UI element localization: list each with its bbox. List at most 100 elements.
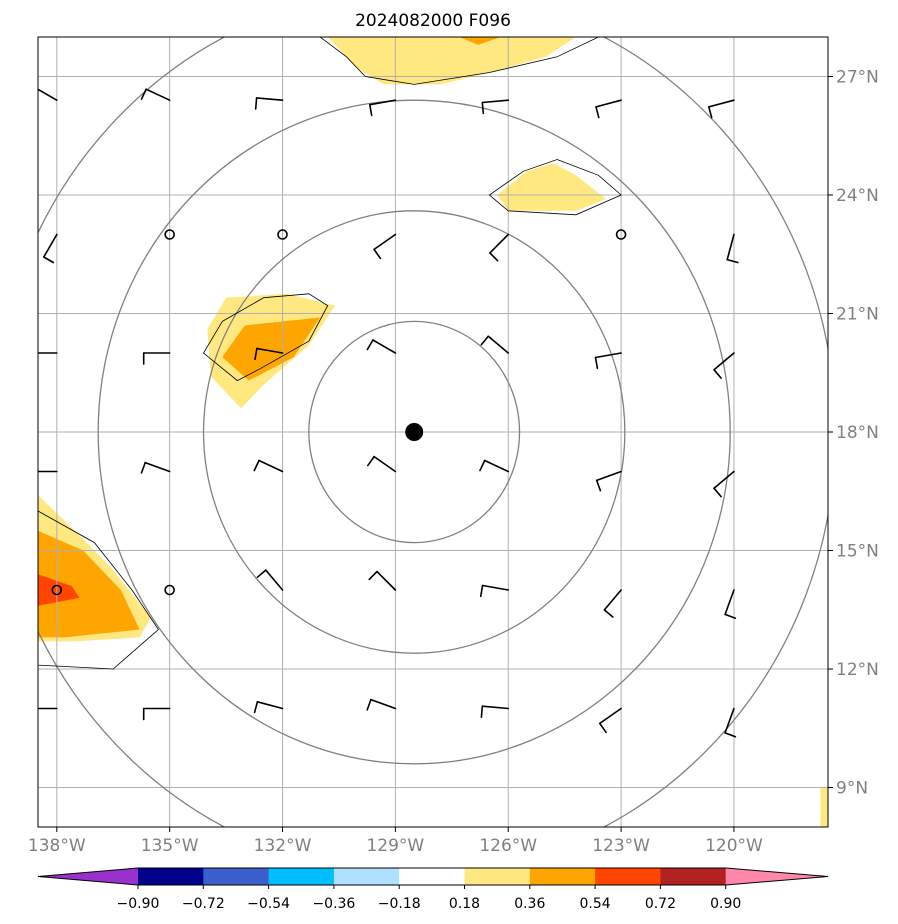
wind-barb-flag [724, 613, 737, 620]
wind-barb [38, 470, 58, 473]
colorbar-segment [203, 868, 270, 885]
wind-barb-flag [726, 258, 739, 264]
wind-barbs [29, 87, 739, 827]
wind-barb [479, 459, 510, 473]
y-tick-label: 15°N [836, 542, 879, 562]
colorbar: −0.90 −0.72 −0.54 −0.36 −0.18 0.18 0.36 0.54 0.7… [37, 867, 829, 912]
wind-barb-staff [373, 233, 397, 251]
wind-barb-flag [480, 705, 484, 719]
wind-barb-flag [140, 88, 147, 100]
colorbar-tick-label: −0.90 [117, 896, 160, 912]
x-tick-label: 129°W [366, 836, 424, 856]
wind-barb [256, 569, 284, 591]
range-rings [38, 37, 828, 827]
wind-barb-staff [707, 99, 735, 108]
wind-barb [724, 589, 737, 620]
wind-barb-flag [368, 103, 373, 117]
wind-barb-flag [480, 335, 490, 346]
wind-barb-calm [277, 229, 288, 240]
wind-barb-staff [145, 88, 171, 101]
wind-barb [480, 705, 510, 719]
wind-barb-staff [724, 589, 735, 616]
wind-barb-staff [255, 97, 284, 101]
wind-barb-flag [29, 87, 35, 97]
shaded-region [820, 787, 828, 827]
wind-barb [42, 233, 58, 264]
colorbar-extend-low [38, 868, 138, 885]
y-tick-label: 27°N [836, 68, 879, 88]
wind-barb-staff [713, 470, 735, 490]
wind-barb [254, 97, 284, 110]
wind-barb [366, 698, 397, 711]
colorbar-tick-label: −0.18 [378, 896, 421, 912]
wind-barb-staff [595, 470, 622, 482]
wind-barb-flag [595, 106, 600, 119]
colorbar-tick-label: 0.36 [514, 896, 545, 912]
wind-barb [707, 99, 735, 119]
wind-barb-staff [256, 347, 284, 354]
wind-barb-flag [254, 97, 258, 110]
wind-barb [368, 570, 397, 591]
wind-barb [713, 352, 735, 379]
colorbar-tick-label: 0.18 [449, 896, 480, 912]
wind-barb [38, 352, 58, 354]
shaded-region [497, 163, 606, 211]
colorbar-tick-label: −0.54 [247, 896, 290, 912]
wind-barb-flag [481, 101, 485, 115]
wind-barb-staff [481, 99, 510, 104]
x-axis-ticks: 138°W 135°W 132°W 129°W 126°W 123°W 120°W [28, 827, 763, 856]
wind-barb-flag [603, 609, 614, 618]
wind-barb-staff [487, 335, 510, 354]
wind-barb [724, 707, 737, 738]
range-ring [97, 99, 731, 765]
wind-barb [481, 99, 510, 115]
wind-barb-staff [594, 352, 622, 359]
wind-barb-calm [615, 229, 627, 240]
colorbar-segment [529, 868, 596, 885]
wind-barb-staff [144, 461, 171, 473]
contour-line [488, 159, 622, 216]
wind-barb-staff [713, 352, 735, 371]
colorbar-tick-label: −0.36 [312, 896, 355, 912]
wind-barb [594, 352, 622, 370]
x-tick-label: 120°W [705, 836, 763, 856]
y-tick-label: 12°N [836, 660, 879, 680]
wind-barb-staff [264, 569, 284, 591]
colorbar-segment [464, 868, 531, 885]
shaded-region [222, 317, 321, 381]
wind-barb-staff [598, 707, 622, 725]
wind-barb-flag [253, 459, 260, 472]
y-tick-label: 24°N [836, 186, 879, 206]
wind-barb-flag [595, 479, 602, 492]
storm-center-marker [405, 423, 424, 441]
wind-barb-flag [489, 252, 499, 262]
wind-barb-staff [373, 455, 397, 473]
wind-barb-flag [366, 339, 374, 351]
wind-barb-staff [372, 339, 397, 354]
wind-barb-staff [258, 459, 284, 473]
colorbar-segment [268, 868, 335, 885]
gridlines [38, 37, 828, 827]
shaded-region [327, 37, 576, 85]
wind-barb-staff [724, 707, 735, 734]
wind-barb-staff [489, 233, 510, 254]
wind-barb [253, 459, 284, 473]
wind-barb-flag [368, 570, 378, 581]
map-plot-area [29, 37, 828, 827]
wind-barb [595, 470, 622, 492]
wind-barb [254, 347, 284, 361]
wind-barb-staff [483, 459, 510, 473]
wind-barb-flag [366, 698, 372, 711]
shaded-region [38, 530, 140, 638]
wind-barb-staff [256, 700, 284, 710]
wind-barb-calm [164, 584, 175, 596]
wind-barb-staff [729, 826, 735, 827]
wind-barb-flag [373, 248, 382, 260]
wind-barb-flag [594, 356, 599, 370]
wind-barb [598, 707, 622, 734]
colorbar-tick-label: 0.54 [580, 896, 611, 912]
wind-barb [713, 470, 735, 498]
colorbar-segment [138, 868, 204, 885]
colorbar-segment [595, 868, 661, 885]
colorbar-extend-high [725, 868, 828, 885]
